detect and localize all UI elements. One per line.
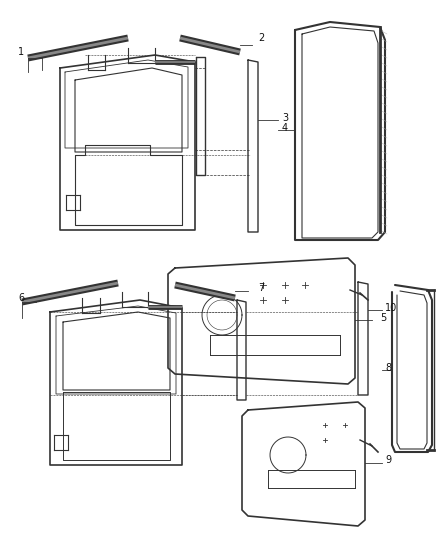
Text: 10: 10 — [385, 303, 397, 313]
Text: 5: 5 — [380, 313, 386, 323]
Text: 9: 9 — [385, 455, 391, 465]
Text: 8: 8 — [385, 363, 391, 373]
Text: 3: 3 — [282, 113, 288, 123]
Text: 4: 4 — [282, 123, 288, 133]
Text: 1: 1 — [18, 47, 24, 57]
Text: 7: 7 — [258, 283, 264, 293]
Text: 6: 6 — [18, 293, 24, 303]
Text: 2: 2 — [258, 33, 264, 43]
